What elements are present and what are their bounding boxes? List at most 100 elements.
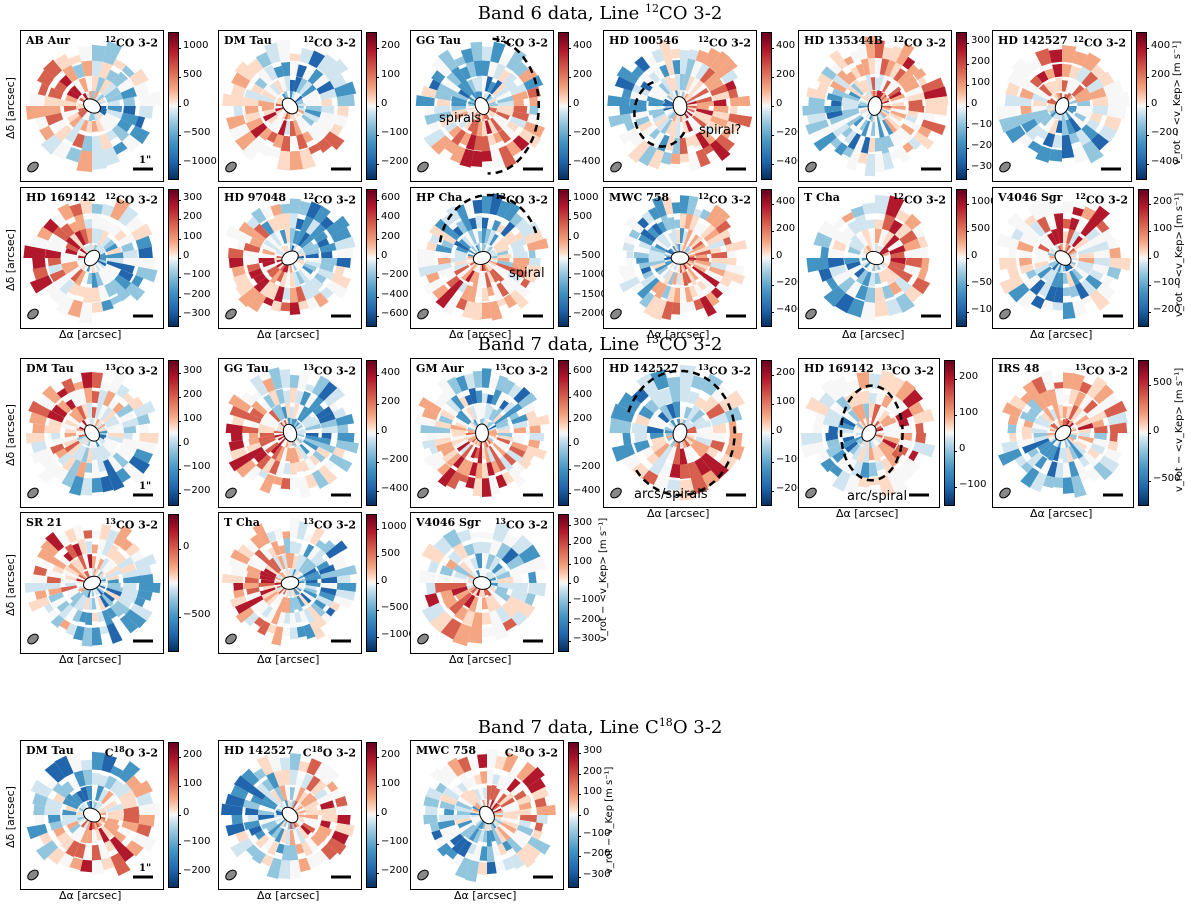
colorbar-tick-label: −100 — [959, 479, 987, 490]
colorbar-tick — [1146, 164, 1149, 166]
velocity-map — [418, 521, 548, 647]
colorbar-tick — [966, 203, 969, 205]
colorbar-tick — [178, 757, 181, 759]
line-label: C18O 3-2 — [302, 744, 356, 760]
colorbar-tick-label: 400 — [573, 39, 593, 51]
beam-ellipse — [27, 487, 39, 499]
beam-ellipse — [27, 633, 39, 645]
map-svg — [607, 39, 753, 173]
map-svg — [225, 367, 359, 499]
colorbar-tick-label: −400 — [381, 288, 409, 300]
colorbar-tick-label: −1000 — [573, 269, 607, 281]
line-label: 12CO 3-2 — [494, 34, 548, 50]
colorbar-tick-label: 200 — [183, 389, 203, 400]
dashed-spiral-marker — [839, 384, 904, 482]
colorbar-tick-label: −200 — [573, 127, 601, 139]
beam-ellipse — [610, 487, 622, 499]
colorbar-tick-label: 600 — [381, 191, 401, 203]
colorbar-tick — [771, 106, 774, 107]
colorbar-tick — [376, 375, 379, 377]
colorbar-tick — [966, 168, 969, 170]
colorbar-tick-label: 600 — [573, 365, 593, 376]
colorbar-tick-label: 0 — [573, 98, 580, 109]
colorbar-tick — [178, 469, 181, 470]
colorbar — [761, 189, 774, 327]
band-title-13co: Band 7 data, Line 13CO 3-2 — [477, 333, 723, 355]
beam-ellipse — [999, 161, 1011, 173]
source-name: MWC 758 — [416, 744, 477, 757]
colorbar-tick-label: 1000 — [971, 195, 997, 207]
inner-mask-ellipse — [861, 424, 877, 442]
annotation-label: spirals — [439, 111, 482, 126]
inner-mask-ellipse — [475, 423, 489, 443]
map-svg — [805, 194, 941, 321]
colorbar-tick-label: 200 — [971, 56, 991, 68]
colorbar-tick-label: −1000 — [183, 156, 217, 168]
inner-mask-ellipse — [83, 575, 101, 591]
beam-ellipse — [27, 869, 39, 881]
colorbar-tick-label: 400 — [381, 211, 401, 223]
colorbar-tick — [178, 445, 181, 446]
colorbar-tick-label: −500 — [183, 609, 211, 620]
colorbar-tick-label: −1000 — [971, 304, 1005, 316]
colorbar-tick — [578, 876, 581, 878]
map-svg — [414, 368, 550, 499]
colorbar-tick-label: 0 — [583, 807, 590, 818]
source-name: MWC 758 — [609, 191, 670, 204]
source-name: SR 21 — [26, 516, 63, 529]
annotation-label: arcs/spirals — [634, 487, 708, 502]
colorbar-tick-label: −1500 — [573, 288, 607, 300]
colorbar-tick — [376, 199, 379, 201]
colorbar-tick — [568, 76, 571, 78]
colorbar-tick — [1148, 433, 1151, 434]
map-frame: MWC 758 C18O 3-2 — [410, 740, 564, 890]
annotation-label: spiral — [509, 266, 545, 281]
colorbar-tick-label: 0 — [183, 98, 190, 109]
colorbar-tick-label: 300 — [573, 516, 593, 528]
map-frame: DM Tau C18O 3-2 1" — [20, 740, 164, 890]
colorbar-tick-label: −200 — [381, 156, 409, 168]
colorbar-tick — [771, 404, 774, 406]
beam-ellipse — [610, 161, 622, 173]
map-frame: GG Tau 13CO 3-2 — [218, 358, 362, 508]
colorbar-tick — [1148, 285, 1151, 287]
colorbar-tick — [376, 238, 379, 240]
source-name: GG Tau — [224, 362, 269, 375]
x-axis-label: Δα [arcsec] — [836, 507, 899, 520]
line-label: 12CO 3-2 — [697, 191, 751, 207]
colorbar-label: v_rot − <v_Kep> [m s⁻¹] — [598, 517, 609, 642]
colorbar-tick-label: 0 — [381, 250, 388, 261]
source-name: DM Tau — [224, 34, 272, 47]
map-frame: MWC 758 12CO 3-2 — [603, 187, 757, 329]
colorbar — [1136, 32, 1149, 180]
colorbar-tick-label: −500 — [183, 127, 211, 139]
beam-ellipse — [225, 487, 237, 499]
colorbar — [558, 360, 571, 506]
colorbar-tick — [376, 316, 379, 318]
map-frame: HP Cha 12CO 3-2 spiral — [410, 187, 554, 329]
map-frame: V4046 Sgr 12CO 3-2 — [992, 187, 1134, 329]
y-axis-label: Δδ [arcsec] — [4, 77, 17, 139]
velocity-map — [998, 370, 1128, 498]
velocity-map — [25, 41, 162, 173]
y-axis-label: Δδ [arcsec] — [4, 786, 17, 848]
colorbar-tick — [568, 258, 571, 259]
colorbar-tick-label: 200 — [381, 39, 401, 51]
colorbar-tick-label: −200 — [381, 864, 409, 876]
colorbar-tick-label: 200 — [381, 749, 401, 761]
colorbar-tick — [1148, 312, 1151, 314]
colorbar-tick — [568, 219, 571, 221]
colorbar-tick — [376, 47, 379, 49]
colorbar-tick — [578, 856, 581, 858]
map-svg — [610, 195, 748, 321]
map-frame: GM Aur 13CO 3-2 — [410, 358, 554, 508]
colorbar-tick — [568, 583, 571, 584]
colorbar-tick — [568, 373, 571, 374]
colorbar-tick — [376, 461, 379, 463]
colorbar-tick — [1148, 481, 1151, 482]
colorbar-tick — [568, 397, 571, 398]
colorbar-tick — [178, 164, 181, 166]
colorbar-label: v_rot − <v_Kep> [m s⁻¹] — [1174, 367, 1185, 492]
colorbar-tick — [771, 375, 774, 377]
colorbar-tick — [578, 835, 581, 837]
